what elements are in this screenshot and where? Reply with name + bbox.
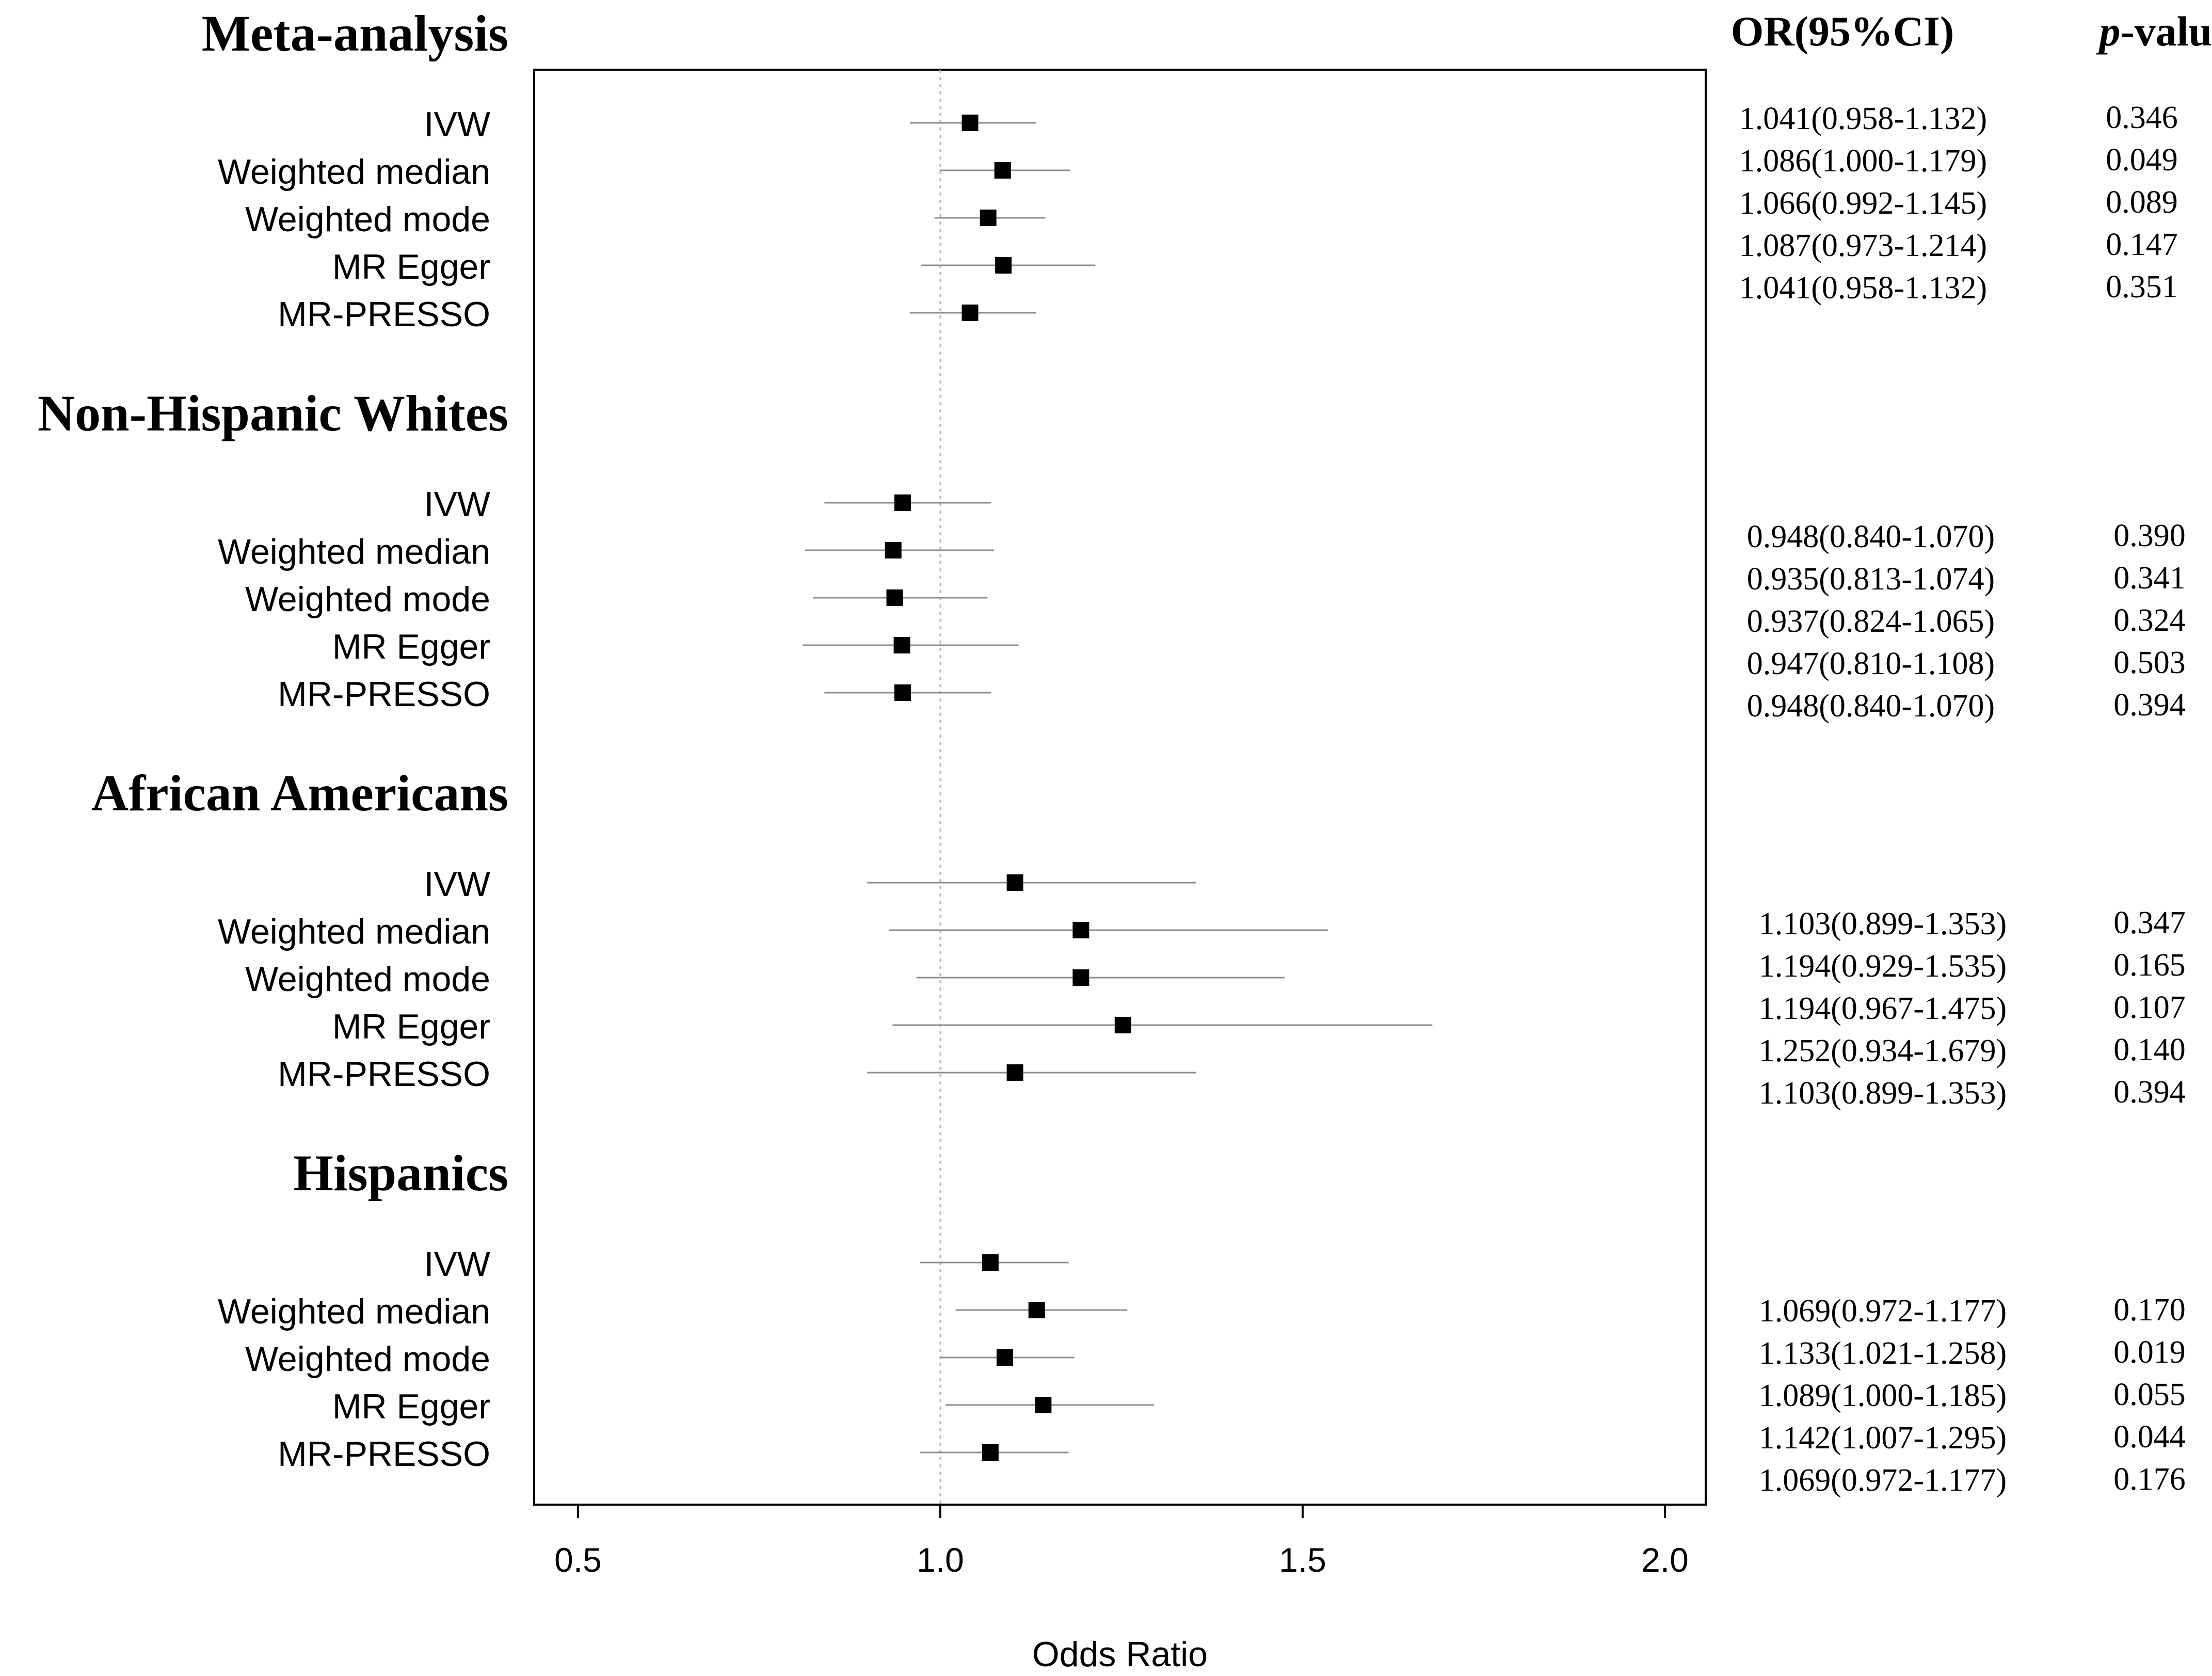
x-tick-label: 0.5 xyxy=(554,1541,602,1579)
or-ci-value: 0.935(0.813-1.074) xyxy=(1747,562,1995,597)
or-ci-value: 1.041(0.958-1.132) xyxy=(1739,270,1987,306)
or-point-marker xyxy=(982,1444,999,1461)
method-label: Weighted median xyxy=(218,912,490,951)
or-ci-value: 1.103(0.899-1.353) xyxy=(1759,1076,2007,1111)
or-point-marker xyxy=(886,589,903,606)
method-label: Weighted mode xyxy=(245,1339,490,1379)
or-point-marker xyxy=(1072,922,1089,938)
or-point-marker xyxy=(1028,1302,1045,1318)
or-ci-value: 1.087(0.973-1.214) xyxy=(1739,228,1987,263)
group-title: Non-Hispanic Whites xyxy=(38,385,508,442)
method-label: Weighted median xyxy=(218,152,490,191)
or-ci-value: 1.066(0.992-1.145) xyxy=(1739,186,1987,221)
method-label: IVW xyxy=(424,1244,490,1284)
method-label: Weighted median xyxy=(218,1292,490,1331)
or-point-marker xyxy=(1006,1064,1023,1081)
x-tick-label: 1.0 xyxy=(917,1541,964,1579)
or-ci-value: 1.089(1.000-1.185) xyxy=(1759,1378,2007,1413)
or-ci-value: 1.069(0.972-1.177) xyxy=(1759,1463,2007,1498)
p-value: 0.170 xyxy=(2113,1292,2186,1328)
p-value-column-header: p-value xyxy=(2096,8,2212,55)
or-point-marker xyxy=(996,1349,1013,1366)
p-value: 0.324 xyxy=(2113,603,2186,638)
method-label: MR Egger xyxy=(332,1007,490,1046)
p-value: 0.351 xyxy=(2106,269,2178,305)
or-point-marker xyxy=(1114,1017,1131,1033)
or-point-marker xyxy=(995,257,1012,274)
p-value: 0.147 xyxy=(2106,227,2178,262)
or-ci-value: 1.103(0.899-1.353) xyxy=(1759,906,2007,941)
method-label: MR Egger xyxy=(332,627,490,666)
or-ci-value: 1.194(0.967-1.475) xyxy=(1759,991,2007,1026)
or-ci-value: 1.252(0.934-1.679) xyxy=(1759,1033,2007,1068)
or-ci-value: 1.194(0.929-1.535) xyxy=(1759,949,2007,984)
or-point-marker xyxy=(1072,969,1089,986)
p-value: 0.089 xyxy=(2106,185,2178,220)
or-ci-value: 0.948(0.840-1.070) xyxy=(1747,689,1995,724)
method-label: MR-PRESSO xyxy=(278,295,490,334)
or-point-marker xyxy=(894,684,911,701)
method-label: Weighted median xyxy=(218,532,490,571)
method-label: Weighted mode xyxy=(245,960,490,999)
group-title: African Americans xyxy=(91,764,508,822)
x-tick-label: 1.5 xyxy=(1279,1541,1326,1579)
or-point-marker xyxy=(961,115,979,131)
p-value: 0.394 xyxy=(2113,1075,2186,1110)
method-label: MR-PRESSO xyxy=(278,1434,490,1474)
method-label: IVW xyxy=(424,485,490,524)
p-value: 0.176 xyxy=(2113,1462,2186,1497)
or-ci-value: 1.041(0.958-1.132) xyxy=(1739,101,1987,136)
p-value: 0.165 xyxy=(2113,948,2186,983)
or-point-marker xyxy=(980,210,997,226)
or-point-marker xyxy=(961,305,979,321)
method-label: MR Egger xyxy=(332,1387,490,1426)
or-ci-value: 0.948(0.840-1.070) xyxy=(1747,519,1995,554)
x-tick-label: 2.0 xyxy=(1641,1541,1689,1579)
or-point-marker xyxy=(1035,1397,1052,1413)
method-label: IVW xyxy=(424,105,490,144)
group-title: Hispanics xyxy=(293,1144,508,1202)
p-value: 0.347 xyxy=(2113,905,2186,940)
p-value: 0.503 xyxy=(2113,645,2186,680)
x-axis-title: Odds Ratio xyxy=(1032,1635,1208,1674)
p-value: 0.055 xyxy=(2113,1377,2186,1412)
plot-frame xyxy=(533,69,1707,1506)
or-ci-value: 1.133(1.021-1.258) xyxy=(1759,1336,2007,1371)
or-ci-value: 1.086(1.000-1.179) xyxy=(1739,143,1987,179)
or-point-marker xyxy=(994,162,1011,179)
p-value: 0.341 xyxy=(2113,561,2186,596)
or-ci-value: 0.947(0.810-1.108) xyxy=(1747,646,1995,681)
or-point-marker xyxy=(894,494,911,511)
group-title: Meta-analysis xyxy=(202,5,508,62)
method-label: Weighted mode xyxy=(245,200,490,239)
p-value: 0.044 xyxy=(2113,1419,2186,1455)
p-value: 0.394 xyxy=(2113,688,2186,723)
or-ci-value: 0.937(0.824-1.065) xyxy=(1747,604,1995,639)
p-value: 0.140 xyxy=(2113,1032,2186,1067)
or-column-header: OR(95%CI) xyxy=(1731,8,1954,55)
method-label: Weighted mode xyxy=(245,580,490,619)
p-value: 0.049 xyxy=(2106,142,2178,178)
p-value: 0.390 xyxy=(2113,518,2186,553)
or-point-marker xyxy=(885,542,902,558)
or-point-marker xyxy=(982,1254,999,1271)
or-point-marker xyxy=(1006,874,1023,891)
p-value: 0.346 xyxy=(2106,100,2178,135)
p-value: 0.107 xyxy=(2113,990,2186,1025)
or-ci-value: 1.142(1.007-1.295) xyxy=(1759,1420,2007,1456)
or-ci-value: 1.069(0.972-1.177) xyxy=(1759,1294,2007,1329)
method-label: MR Egger xyxy=(332,247,490,286)
method-label: IVW xyxy=(424,865,490,904)
or-point-marker xyxy=(893,637,910,653)
method-label: MR-PRESSO xyxy=(278,1055,490,1094)
p-value: 0.019 xyxy=(2113,1335,2186,1370)
method-label: MR-PRESSO xyxy=(278,675,490,714)
